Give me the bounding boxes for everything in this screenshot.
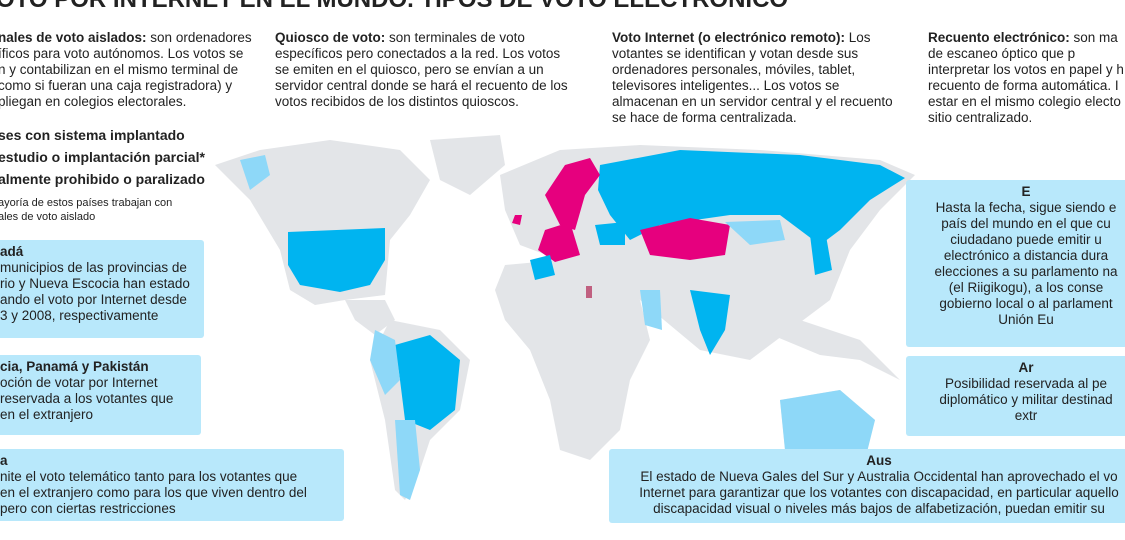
box-title: Aus: [866, 453, 892, 468]
box-line: El estado de Nueva Gales del Sur y Austr…: [640, 469, 1118, 484]
term: nales de voto aislados:: [0, 30, 147, 45]
info-box: Ar Posibilidad reservada al pe diplomático…: [906, 356, 1125, 436]
term: Voto Internet (o electrónico remoto):: [612, 30, 846, 45]
text-line: servidor central donde se hará el recuen…: [275, 78, 568, 93]
definition: Recuento electrónico: son ma de escaneo ó…: [928, 30, 1124, 126]
box-line: Unión Eu: [998, 312, 1054, 327]
text: son ma: [1069, 30, 1118, 45]
box-line: oción de votar por Internet: [0, 375, 158, 390]
box-title: a: [0, 453, 8, 468]
box-line: gobierno local o al parlament: [939, 296, 1113, 311]
title: OTO POR INTERNET EN EL MUNDO. TIPOS DE V…: [0, 0, 788, 14]
text-line: votantes se identifican y votan desde su…: [612, 46, 859, 61]
text-line: Quiosco de voto: son terminales de voto: [275, 30, 568, 46]
box-line: Internet para garantizar que los votante…: [639, 485, 1119, 500]
text-line: Voto Internet (o electrónico remoto): Lo…: [612, 30, 893, 46]
info-box: a nite el voto telemático tanto para los …: [0, 449, 344, 521]
box-line: reservada a los votantes que: [0, 391, 174, 406]
text-line: ordenadores personales, móviles, tablet,: [612, 62, 856, 77]
text-line: nales de voto aislados: son ordenadores: [0, 30, 252, 46]
definition: nales de voto aislados: son ordenadores í…: [0, 30, 252, 110]
box-line: en el extranjero como para los que viven…: [0, 485, 307, 500]
box-line: (el Riigikogu), a los conse: [948, 280, 1104, 295]
definition: Quiosco de voto: son terminales de voto e…: [275, 30, 568, 110]
text-line: interpretar los votos en papel y h: [928, 62, 1124, 77]
box-line: pero con ciertas restricciones: [0, 501, 176, 516]
text-line: específicos pero conectados a la red. Lo…: [275, 46, 561, 61]
text: Los: [845, 30, 871, 45]
box-line: país del mundo en el que cu: [941, 216, 1111, 231]
box-title: Ar: [1018, 360, 1034, 375]
text-line: se emiten en el quiosco, pero se envían …: [275, 62, 544, 77]
legend-note: ayoría de estos países trabajan con ales…: [0, 196, 172, 224]
text: son terminales de voto: [385, 30, 525, 45]
box-line: discapacidad visual o niveles más bajos …: [653, 501, 1105, 516]
box-line: Posibilidad reservada al pe: [944, 376, 1108, 391]
text-line: se hace de forma centralizada.: [612, 110, 797, 125]
text-line: recuento de forma automática. I: [928, 78, 1119, 93]
box-title: cia, Panamá y Pakistán: [0, 359, 149, 374]
text-line: televisores inteligentes... Los votos se: [612, 78, 840, 93]
box-title: E: [1021, 184, 1031, 199]
box-line: electrónico a distancia dura: [943, 248, 1109, 263]
text-line: estar en el mismo colegio electo: [928, 94, 1121, 109]
note-line: ayoría de estos países trabajan con: [0, 197, 173, 209]
text-line: votos recibidos de los distintos quiosco…: [275, 94, 519, 109]
legend-item: almente prohibido o paralizado: [0, 171, 205, 187]
box-line: rio y Nueva Escocia han estado: [0, 276, 190, 291]
legend-item: ses con sistema implantado: [0, 127, 185, 143]
text-line: Recuento electrónico: son ma: [928, 30, 1124, 46]
info-box: cia, Panamá y Pakistán oción de votar por…: [0, 355, 201, 435]
info-box: adá municipios de las provincias de rio y …: [0, 240, 204, 338]
info-box: Aus El estado de Nueva Gales del Sur y Au…: [609, 449, 1125, 523]
info-box: E Hasta la fecha, sigue siendo e país del …: [906, 180, 1125, 347]
definition: Voto Internet (o electrónico remoto): Lo…: [612, 30, 893, 126]
box-line: municipios de las provincias de: [0, 260, 187, 275]
box-line: diplomático y militar destinad: [939, 392, 1113, 407]
box-line: nite el voto telemático tanto para los v…: [0, 469, 298, 484]
legend: ses con sistema implantado estudio o imp…: [0, 124, 205, 190]
text-line: n y contabilizan en el mismo terminal de: [0, 62, 239, 77]
text-line: como si fueran una caja registradora) y: [0, 78, 233, 93]
box-line: ando el voto por Internet desde: [0, 292, 187, 307]
text-line: almacenan en un servidor central y el re…: [612, 94, 893, 109]
term: Recuento electrónico:: [928, 30, 1070, 45]
term: Quiosco de voto:: [275, 30, 386, 45]
legend-item: estudio o implantación parcial*: [0, 149, 205, 165]
box-line: elecciones a su parlamento na: [934, 264, 1118, 279]
box-line: 3 y 2008, respectivamente: [0, 308, 159, 323]
text-line: de escaneo óptico que p: [928, 46, 1076, 61]
note-line: ales de voto aislado: [0, 211, 96, 223]
text-line: íficos para voto autónomos. Los votos se: [0, 46, 244, 61]
text-line: pliegan en colegios electorales.: [0, 94, 187, 109]
text-line: sitio centralizado.: [928, 110, 1033, 125]
box-title: adá: [0, 244, 24, 259]
text: son ordenadores: [146, 30, 252, 45]
box-line: Hasta la fecha, sigue siendo e: [935, 200, 1117, 215]
box-line: ciudadano puede emitir u: [950, 232, 1102, 247]
box-line: en el extranjero: [0, 407, 94, 422]
box-line: extr: [1014, 408, 1038, 423]
